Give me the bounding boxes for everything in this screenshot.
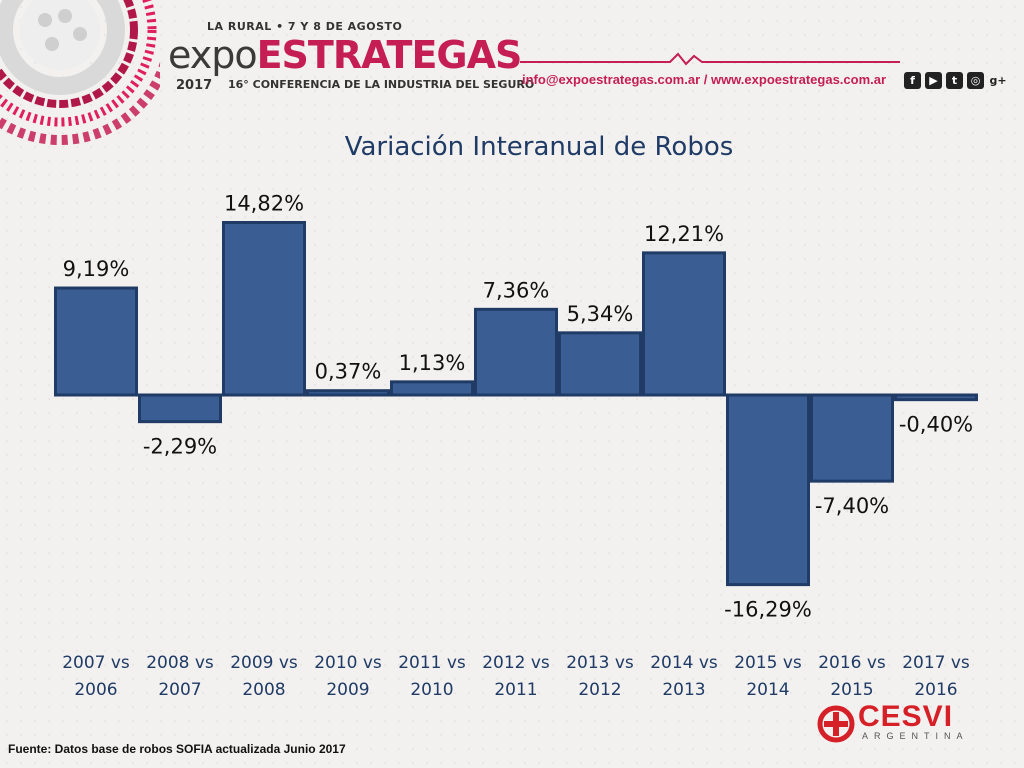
x-tick-label: 2012 (578, 680, 621, 700)
decorative-pulse-line (520, 52, 900, 66)
x-tick-label: 2011 vs (398, 653, 466, 673)
bar-10 (894, 393, 978, 402)
data-label: 1,13% (399, 351, 466, 375)
cesvi-logo-name: CESVI (858, 700, 954, 733)
source-note: Fuente: Datos base de robos SOFIA actual… (8, 742, 346, 756)
x-tick-label: 2007 vs (62, 653, 130, 673)
data-label: 9,19% (63, 257, 130, 281)
youtube-icon[interactable]: ▶ (925, 72, 942, 89)
event-date: LA RURAL • 7 Y 8 DE AGOSTO (207, 20, 403, 33)
data-label: 7,36% (483, 278, 550, 302)
x-tick-label: 2008 (242, 680, 285, 700)
data-label: 14,82% (224, 191, 304, 215)
bar-9 (810, 393, 894, 483)
event-year: 2017 (176, 78, 213, 93)
bar-7 (642, 251, 726, 397)
x-tick-label: 2009 vs (230, 653, 298, 673)
social-icons: f ▶ t ◎ g+ (904, 72, 1008, 89)
bar-8 (726, 393, 810, 587)
x-tick-label: 2011 (494, 680, 537, 700)
cesvi-logo-icon (817, 705, 855, 743)
facebook-icon[interactable]: f (904, 72, 921, 89)
x-tick-label: 2016 (914, 680, 957, 700)
twitter-icon[interactable]: t (946, 72, 963, 89)
data-label: -2,29% (143, 435, 217, 459)
data-label: 5,34% (567, 302, 634, 326)
bar-5 (474, 307, 558, 397)
bar-1 (138, 393, 222, 424)
bar-2 (222, 220, 306, 397)
contact-info-link[interactable]: info@expoestrategas.com.ar / www.expoest… (522, 72, 887, 87)
x-tick-label: 2014 (746, 680, 789, 700)
data-label: -7,40% (815, 494, 889, 518)
x-tick-label: 2010 (410, 680, 453, 700)
data-label: -16,29% (724, 598, 812, 622)
x-tick-label: 2007 (158, 680, 201, 700)
bar-6 (558, 331, 642, 397)
decorative-circle-graphic (0, 0, 160, 145)
x-tick-label: 2015 vs (734, 653, 802, 673)
x-tick-label: 2017 vs (902, 653, 970, 673)
data-label: 0,37% (315, 360, 382, 384)
bar-0 (54, 286, 138, 397)
x-tick-label: 2015 (830, 680, 873, 700)
x-tick-label: 2013 vs (566, 653, 634, 673)
x-tick-label: 2012 vs (482, 653, 550, 673)
x-tick-label: 2016 vs (818, 653, 886, 673)
cesvi-logo-country: ARGENTINA (862, 731, 969, 741)
event-subtitle: 16° CONFERENCIA DE LA INDUSTRIA DEL SEGU… (228, 78, 535, 91)
x-tick-label: 2013 (662, 680, 705, 700)
x-tick-label: 2008 vs (146, 653, 214, 673)
x-tick-label: 2014 vs (650, 653, 718, 673)
event-name-expo: expo (168, 33, 258, 77)
x-tick-label: 2009 (326, 680, 369, 700)
event-name-estrategas: ESTRATEGAS (256, 33, 523, 77)
x-tick-label: 2010 vs (314, 653, 382, 673)
instagram-icon[interactable]: ◎ (967, 72, 984, 89)
google-plus-icon[interactable]: g+ (989, 74, 1007, 87)
data-label: -0,40% (899, 413, 973, 437)
bar-4 (390, 380, 474, 397)
event-name: expoESTRATEGAS (168, 33, 523, 77)
x-tick-label: 2006 (74, 680, 117, 700)
bar-3 (306, 389, 390, 397)
data-label: 12,21% (644, 222, 724, 246)
chart-title: Variación Interanual de Robos (344, 132, 734, 162)
